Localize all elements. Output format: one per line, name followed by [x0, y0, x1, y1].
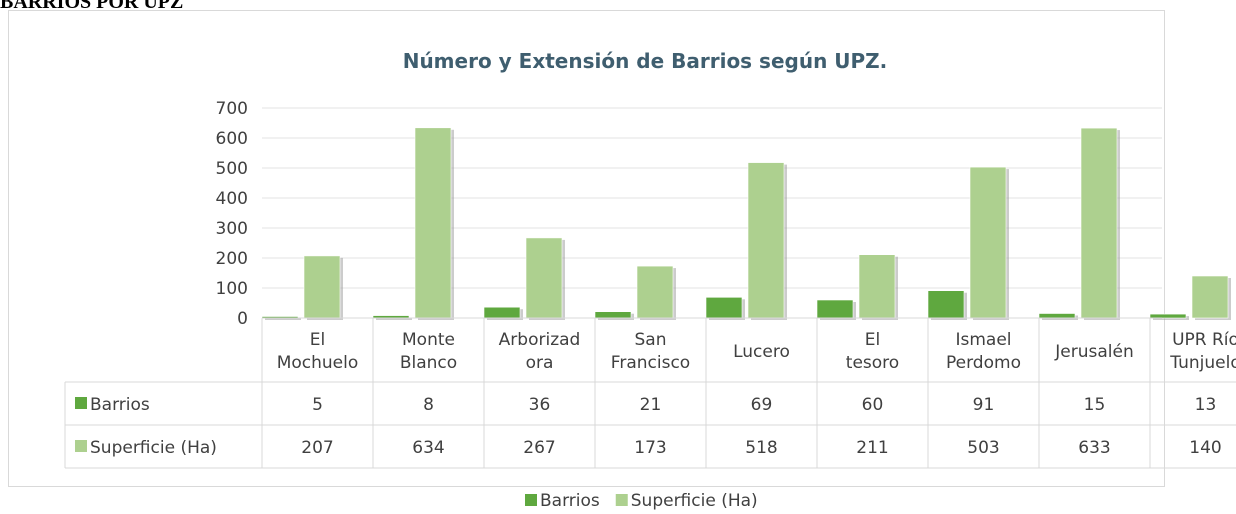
chart-border: [8, 10, 1165, 487]
bar: [747, 162, 785, 319]
y-tick-label: 0: [237, 309, 248, 329]
table-value: 503: [967, 438, 999, 458]
bar: [1038, 313, 1076, 319]
bar: [858, 254, 896, 319]
x-tick-label: UPR Río Tunjuelo: [1169, 330, 1236, 373]
table-value: 267: [523, 438, 555, 458]
table-value: 8: [423, 395, 434, 415]
bar: [1191, 275, 1229, 319]
bar: [705, 296, 743, 319]
bar: [969, 166, 1007, 319]
table-value: 15: [1084, 395, 1106, 415]
bar: [594, 311, 632, 319]
bar: [636, 265, 674, 319]
table-value: 60: [862, 395, 884, 415]
x-tick-label: Ismael Perdomo: [946, 330, 1021, 373]
y-tick-label: 500: [216, 159, 248, 179]
bar-shadow: [265, 318, 301, 320]
y-tick-label: 600: [216, 129, 248, 149]
table-value: 633: [1078, 438, 1110, 458]
y-tick-label: 200: [216, 249, 248, 269]
table-legend-key: [75, 440, 87, 452]
legend-key: [525, 494, 537, 506]
heading: BARRIOS POR UPZ: [0, 0, 183, 13]
table-value: 5: [312, 395, 323, 415]
x-tick-label: El Mochuelo: [277, 330, 359, 373]
table-legend-key: [75, 397, 87, 409]
bar: [483, 306, 521, 319]
y-tick-label: 700: [216, 99, 248, 119]
bar: [816, 299, 854, 319]
table-series-name: Barrios: [90, 395, 150, 415]
y-tick-label: 100: [216, 279, 248, 299]
table-value: 211: [856, 438, 888, 458]
table-value: 36: [529, 395, 551, 415]
table-value: 69: [751, 395, 773, 415]
bar: [927, 290, 965, 319]
x-tick-label: Jerusalén: [1054, 342, 1133, 362]
x-tick-label: San Francisco: [611, 330, 690, 373]
bar: [414, 127, 452, 319]
bar-shadow: [376, 317, 412, 320]
x-tick-label: El tesoro: [846, 330, 899, 373]
legend-label: Barrios: [540, 491, 600, 511]
y-tick-label: 300: [216, 219, 248, 239]
table-value: 518: [745, 438, 777, 458]
bar: [525, 237, 563, 319]
legend-label: Superficie (Ha): [631, 491, 758, 511]
bar: [1149, 313, 1187, 319]
bar: [303, 255, 341, 319]
x-tick-label: Monte Blanco: [400, 330, 457, 373]
table-value: 173: [634, 438, 666, 458]
x-tick-label: Lucero: [733, 342, 790, 362]
legend-key: [615, 494, 628, 506]
table-value: 634: [412, 438, 444, 458]
chart-title: Número y Extensión de Barrios según UPZ.: [403, 49, 888, 73]
table-value: 91: [973, 395, 995, 415]
table-value: 13: [1195, 395, 1217, 415]
x-tick-label: Arborizad ora: [499, 330, 581, 373]
y-tick-label: 400: [216, 189, 248, 209]
bar: [1080, 127, 1118, 319]
table-series-name: Superficie (Ha): [90, 438, 217, 458]
table-value: 207: [301, 438, 333, 458]
table-value: 21: [640, 395, 662, 415]
table-value: 140: [1189, 438, 1221, 458]
